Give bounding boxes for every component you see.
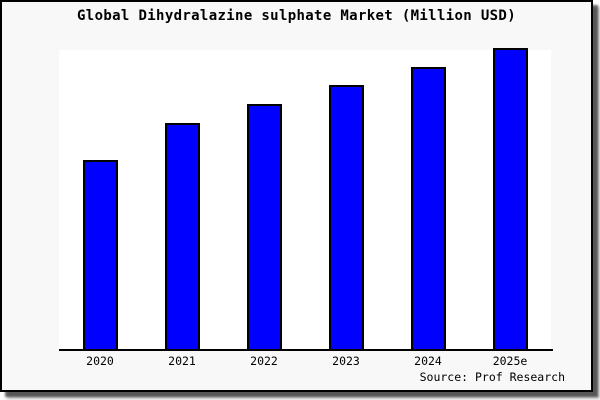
bar-2025e [492,48,528,349]
chart-frame: Global Dihydralazine sulphate Market (Mi… [0,0,593,392]
bar-slot-2021 [141,50,223,349]
bar-slot-2023 [305,50,387,349]
chart-title: Global Dihydralazine sulphate Market (Mi… [77,8,516,24]
x-tick-label-2021: 2021 [168,354,196,368]
bar-slot-2022 [223,50,305,349]
x-tick-label-2020: 2020 [86,354,114,368]
x-axis-line [59,349,553,351]
bar-2020 [82,160,118,349]
plot-area [59,48,551,349]
bar-slot-2024 [387,50,469,349]
bar-slot-2025e [469,48,551,349]
bar-2024 [410,67,446,349]
x-tick-label-2025e: 2025e [492,354,528,368]
bar-2023 [328,85,364,349]
x-tick-label-2024: 2024 [414,354,442,368]
bars-container [59,48,551,349]
bar-2022 [246,103,282,349]
bar-slot-2020 [59,50,141,349]
source-note: Source: Prof Research [419,370,565,384]
x-axis-tick-labels: 2020 2021 2022 2023 2024 2025e [59,354,551,368]
x-tick-label-2022: 2022 [250,354,278,368]
x-tick-label-2023: 2023 [332,354,360,368]
bar-2021 [164,123,200,349]
